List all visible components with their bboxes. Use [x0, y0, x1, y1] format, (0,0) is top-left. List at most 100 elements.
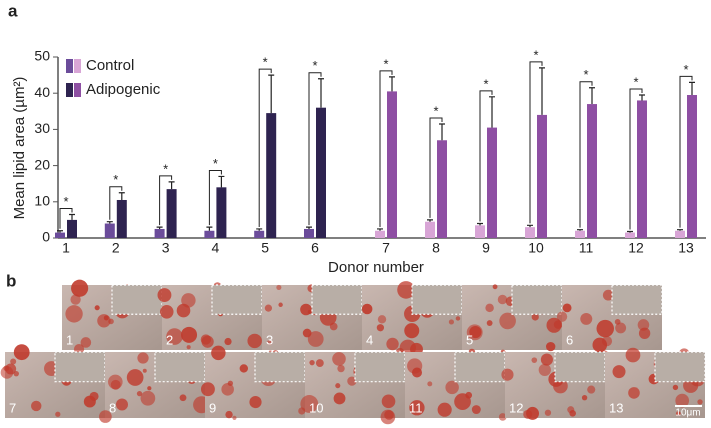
lipid-droplet — [31, 400, 42, 412]
lipid-droplet — [492, 284, 498, 290]
inset — [354, 351, 406, 383]
lipid-droplet — [126, 369, 144, 386]
inset — [54, 351, 106, 383]
inset — [411, 284, 463, 315]
error-bar — [627, 230, 633, 233]
lipid-droplet — [221, 383, 234, 396]
error-bar — [489, 96, 495, 128]
lipid-droplet — [347, 376, 357, 386]
significance-star: * — [583, 67, 588, 82]
error-bar — [589, 87, 595, 105]
x-tick-label: 6 — [311, 240, 319, 256]
inset — [454, 351, 506, 383]
lipid-droplet — [376, 324, 385, 332]
x-tick-label: 12 — [628, 240, 644, 256]
lipid-droplet — [142, 368, 147, 373]
lipid-droplet — [397, 281, 415, 299]
bar — [55, 232, 65, 238]
bar — [104, 223, 115, 238]
lipid-droplet — [55, 411, 61, 417]
panel-label: b — [6, 271, 16, 290]
lipid-droplet — [13, 344, 30, 361]
lipid-droplet — [531, 313, 539, 321]
lipid-droplet — [309, 359, 315, 366]
lipid-droplet — [181, 326, 198, 343]
micrograph-tile: 10 — [300, 347, 406, 425]
inset — [654, 351, 706, 383]
lipid-droplet — [264, 304, 273, 312]
lipid-droplet — [501, 368, 514, 381]
error-bar — [639, 94, 645, 101]
lipid-droplet — [302, 328, 312, 338]
lipid-droplet — [89, 391, 99, 401]
x-tick-label: 9 — [482, 240, 490, 256]
bar — [216, 187, 227, 238]
x-tick-label: 5 — [261, 240, 269, 256]
inset — [611, 284, 663, 315]
lipid-droplet — [94, 305, 100, 311]
significance-bracket — [208, 169, 222, 226]
bar — [687, 95, 697, 238]
legend-swatch — [66, 83, 73, 97]
lipid-droplet — [538, 363, 551, 377]
error-bar — [377, 228, 383, 231]
bar — [475, 225, 485, 238]
error-bar — [689, 81, 695, 96]
lipid-droplet — [147, 386, 152, 391]
lipid-droplet — [211, 345, 226, 361]
inset — [254, 351, 306, 383]
lipid-droplet — [499, 312, 516, 330]
lipid-droplet — [13, 370, 19, 377]
lipid-droplet — [80, 337, 92, 348]
lipid-droplet — [166, 328, 183, 345]
inset — [211, 284, 263, 315]
inset — [154, 351, 206, 383]
lipid-droplet — [580, 312, 593, 325]
lipid-droplet — [225, 410, 233, 419]
lipid-droplet — [71, 279, 89, 297]
lipid-droplet — [427, 381, 433, 387]
tile-label: 12 — [509, 400, 523, 415]
tile-label: 9 — [209, 400, 216, 415]
lipid-droplet — [404, 323, 420, 339]
lipid-droplet — [99, 410, 112, 423]
bar — [316, 107, 326, 239]
bar — [67, 219, 77, 238]
lipid-droplet — [5, 363, 17, 375]
lipid-droplet — [526, 406, 540, 420]
error-bar — [256, 228, 263, 231]
error-bar — [118, 192, 125, 200]
significance-star: * — [533, 47, 538, 62]
lipid-droplet — [186, 345, 191, 350]
bar — [266, 113, 277, 238]
lipid-droplet — [676, 411, 681, 416]
micrograph-tile: 7 — [0, 344, 106, 418]
lipid-droplet — [137, 352, 149, 364]
y-tick-label: 30 — [34, 120, 50, 136]
micrograph-tile: 5 — [462, 284, 563, 352]
lipid-droplet — [628, 387, 640, 399]
error-bar — [69, 213, 75, 220]
x-tick-label: 7 — [382, 240, 390, 256]
lipid-droplet — [455, 316, 461, 321]
lipid-droplet — [10, 358, 17, 365]
lipid-droplet — [332, 352, 346, 366]
x-tick-label: 8 — [432, 240, 440, 256]
tile-label: 13 — [609, 400, 623, 415]
tile-label: 6 — [566, 332, 573, 347]
error-bar — [439, 123, 445, 141]
lipid-droplet — [267, 339, 273, 345]
lipid-droplet — [471, 405, 481, 415]
error-bar — [306, 226, 312, 229]
lipid-droplet — [637, 319, 650, 331]
inset — [554, 351, 606, 383]
lipid-droplet — [247, 333, 262, 349]
bar — [637, 100, 647, 238]
lipid-droplet — [625, 347, 641, 363]
x-tick-label: 3 — [162, 240, 170, 256]
lipid-droplet — [65, 305, 83, 323]
lipid-droplet — [454, 393, 471, 410]
lipid-droplet — [200, 382, 215, 397]
error-bar — [268, 74, 275, 114]
